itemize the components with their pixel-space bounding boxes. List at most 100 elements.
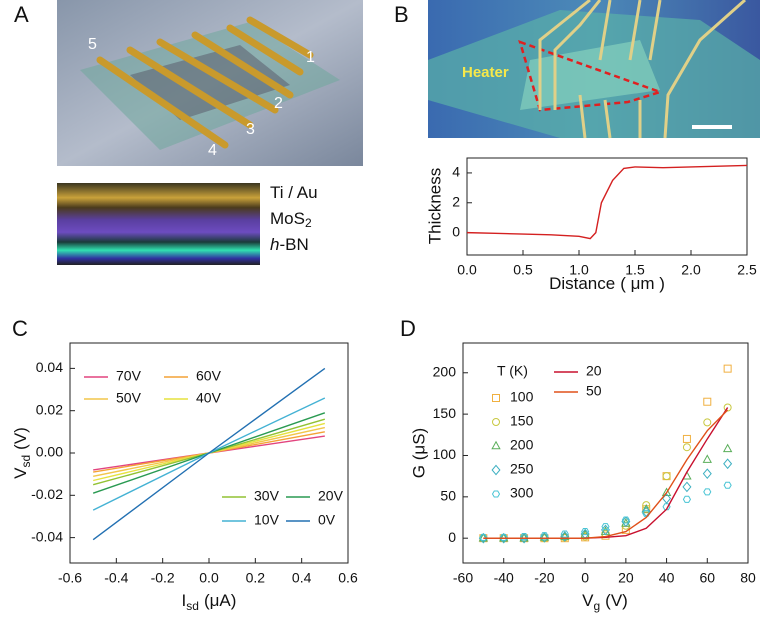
x-tick-label: -60 <box>453 570 473 586</box>
marker <box>662 472 671 481</box>
x-tick-label: 0.5 <box>513 262 533 278</box>
panel-label: D <box>400 316 416 341</box>
data-line <box>93 426 325 477</box>
legend-label: 50 <box>586 383 602 399</box>
data-line <box>93 431 325 473</box>
legend-label: 100 <box>510 389 534 405</box>
y-tick-label: 0 <box>452 223 460 239</box>
marker <box>723 481 732 489</box>
marker <box>682 443 691 452</box>
x-tick-label: 0.0 <box>199 570 219 586</box>
marker <box>723 364 732 373</box>
y-tick-label: 2 <box>452 193 460 209</box>
legend-title: T (K) <box>497 363 528 379</box>
x-tick-label: 40 <box>659 570 675 586</box>
x-axis-label-unit: ( μm ) <box>620 274 665 293</box>
legend-label: 20 <box>586 363 602 379</box>
data-line <box>483 409 729 539</box>
x-tick-label: 0.0 <box>457 262 477 278</box>
marker <box>601 523 610 531</box>
marker <box>581 528 590 536</box>
marker <box>682 434 691 443</box>
panel-label: B <box>394 2 409 27</box>
panel-b-image <box>428 0 760 139</box>
x-tick-label: 2.5 <box>737 262 757 278</box>
marker <box>539 532 550 541</box>
y-axis-label: G (μS) <box>409 428 428 478</box>
x-axis-label: Distance ( μm ) <box>549 274 665 293</box>
x-tick-label: -20 <box>534 570 554 586</box>
panel-label: C <box>12 316 28 341</box>
legend-label: 40V <box>196 390 222 406</box>
x-axis-label-text: Distance <box>549 274 615 293</box>
y-tick-label: 0.00 <box>36 444 63 460</box>
x-tick-label: 0 <box>581 570 589 586</box>
legend-label: 250 <box>510 461 534 477</box>
legend-marker <box>491 440 501 450</box>
x-tick-label: 1.5 <box>625 262 645 278</box>
data-line <box>92 397 326 511</box>
legend-label: 300 <box>510 485 534 501</box>
x-axis-label-text: I <box>182 591 187 610</box>
y-tick-label: 150 <box>433 405 457 421</box>
marker <box>682 495 692 503</box>
x-axis-label: Vg (V) <box>582 591 628 613</box>
y-axis-label-unit: (V) <box>11 427 30 450</box>
marker <box>723 458 733 470</box>
marker <box>702 468 712 480</box>
legend-marker <box>491 490 501 498</box>
data-line <box>466 164 748 240</box>
axes-frame <box>462 342 749 564</box>
marker <box>560 530 569 538</box>
legend-marker <box>491 464 501 476</box>
layer-text: MoS <box>270 209 305 228</box>
electrode-label: 4 <box>208 142 217 159</box>
marker <box>722 443 733 453</box>
marker <box>703 418 712 427</box>
x-tick-label: 80 <box>740 570 756 586</box>
marker <box>519 532 529 544</box>
electrode-label: 2 <box>274 95 283 112</box>
layer-text: -BN <box>279 235 308 254</box>
panel-a-image <box>57 0 363 265</box>
electrode-label: 5 <box>88 36 97 53</box>
x-tick-label: 1.0 <box>569 262 589 278</box>
x-tick-label: 0.2 <box>246 570 266 586</box>
y-tick-label: 0.02 <box>36 401 63 417</box>
marker <box>621 516 630 524</box>
y-tick-label: 0.04 <box>36 359 63 375</box>
legend-label: 0V <box>318 512 336 528</box>
marker <box>539 532 549 543</box>
y-axis-label-sub: sd <box>19 455 33 468</box>
x-tick-label: 2.0 <box>681 262 701 278</box>
electrode-labels: 5 1 2 3 4 <box>88 36 315 159</box>
layer-italic: h <box>270 235 279 254</box>
legend-label: 200 <box>510 437 534 453</box>
electrode-label: 3 <box>246 121 255 138</box>
marker <box>499 533 508 541</box>
x-tick-label: -0.4 <box>104 570 128 586</box>
marker <box>641 504 651 513</box>
x-tick-label: -0.2 <box>151 570 175 586</box>
y-tick-label: -0.04 <box>31 528 63 544</box>
x-tick-label: 60 <box>699 570 715 586</box>
marker <box>662 503 671 511</box>
data-line <box>93 422 326 482</box>
y-tick-label: 50 <box>440 488 456 504</box>
y-axis-label-text: V <box>11 467 30 479</box>
x-tick-label: -40 <box>494 570 514 586</box>
y-axis-label: Vsd (V) <box>11 427 33 479</box>
layer-sub: 2 <box>305 216 312 230</box>
marker <box>519 533 529 541</box>
layer-label: MoS2 <box>270 209 312 230</box>
marker <box>661 487 672 496</box>
x-axis-label-sub: sd <box>186 599 199 613</box>
marker <box>621 516 631 527</box>
legend-label: 10V <box>254 512 280 528</box>
layer-text: Ti / Au <box>270 183 318 202</box>
marker <box>703 488 712 496</box>
x-axis-label-sub: g <box>593 599 600 613</box>
legend-label: 30V <box>254 488 280 504</box>
x-axis-label-text: V <box>582 591 594 610</box>
